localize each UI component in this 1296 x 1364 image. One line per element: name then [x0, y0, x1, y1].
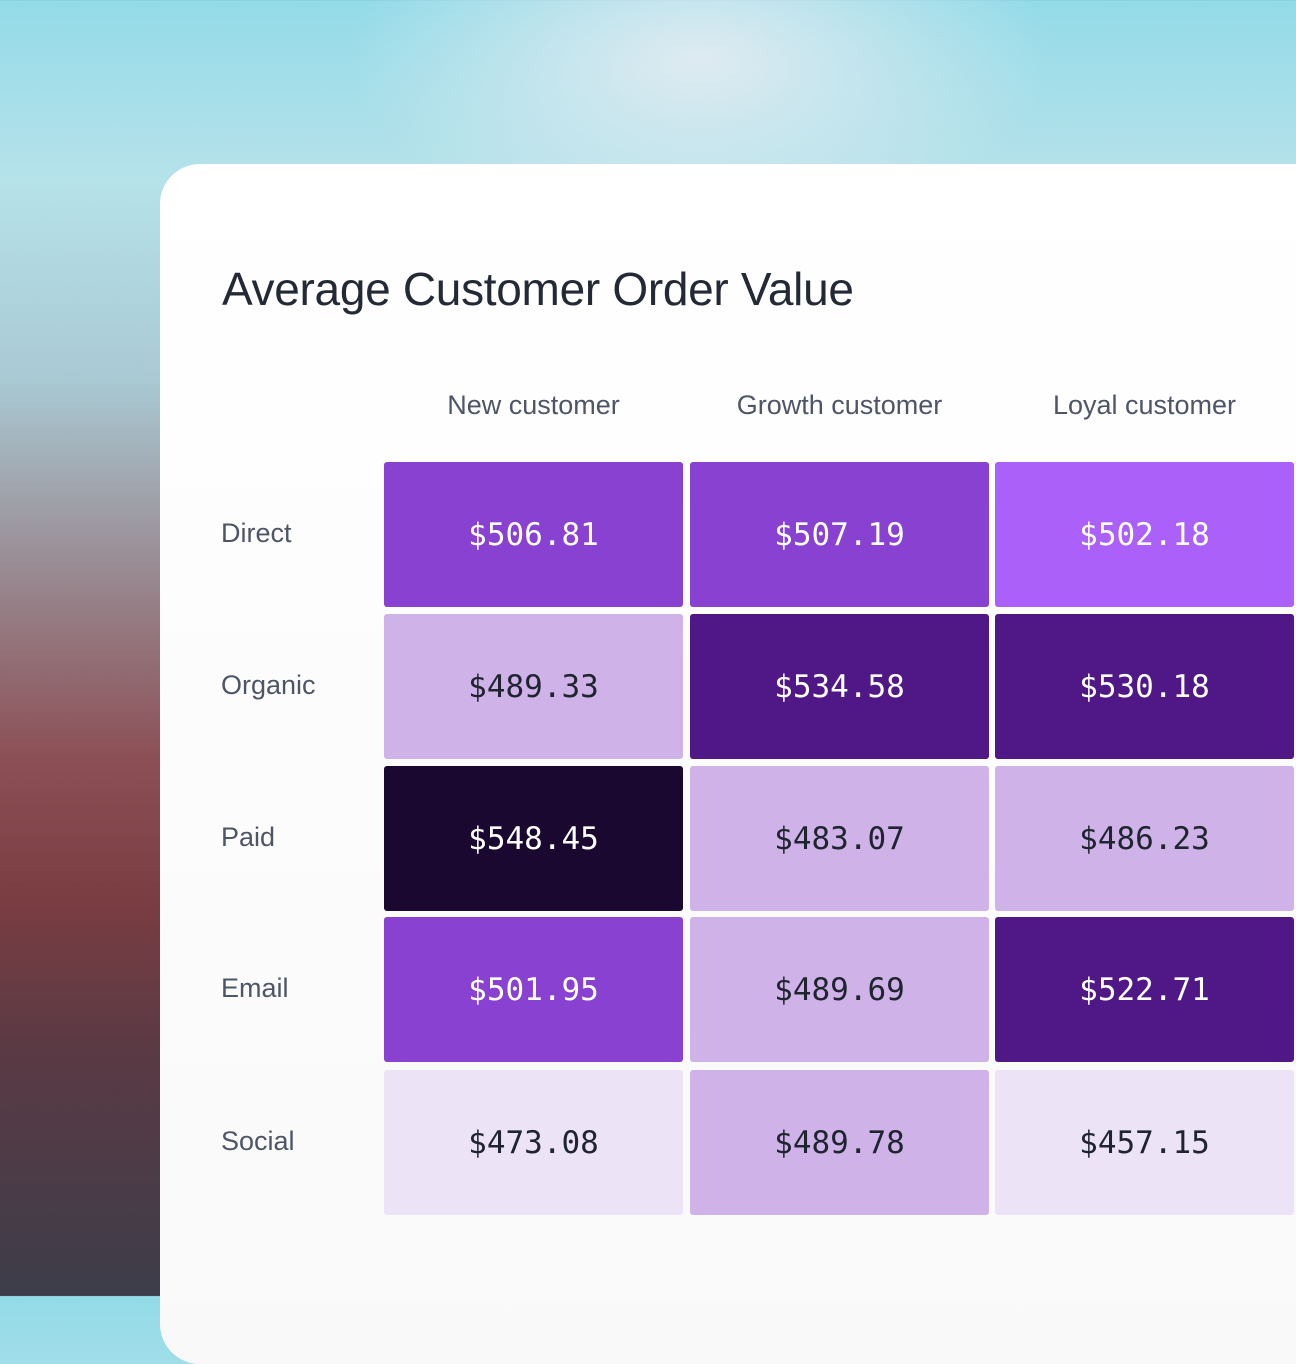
heatmap-cell: $489.69	[690, 917, 989, 1062]
heatmap-cell: $534.58	[690, 614, 989, 759]
heatmap-cell: $486.23	[995, 766, 1294, 911]
chart-title: Average Customer Order Value	[222, 263, 854, 315]
heatmap-cell: $483.07	[690, 766, 989, 911]
row-header: Social	[221, 1126, 295, 1156]
row-header: Email	[221, 973, 289, 1003]
column-header: Growth customer	[736, 390, 943, 420]
column-header: Loyal customer	[1052, 390, 1237, 420]
heatmap-cell: $489.33	[384, 614, 683, 759]
heatmap-cell: $502.18	[995, 462, 1294, 607]
row-header: Direct	[221, 518, 292, 548]
heatmap-cell: $501.95	[384, 917, 683, 1062]
heatmap-cell: $530.18	[995, 614, 1294, 759]
row-header: Organic	[221, 670, 316, 700]
heatmap-cell: $489.78	[690, 1070, 989, 1215]
heatmap-cell: $473.08	[384, 1070, 683, 1215]
heatmap-cell: $457.15	[995, 1070, 1294, 1215]
heatmap-cell: $506.81	[384, 462, 683, 607]
heatmap-cell: $522.71	[995, 917, 1294, 1062]
row-header: Paid	[221, 822, 276, 852]
heatmap-cell: $507.19	[690, 462, 989, 607]
column-header: New customer	[447, 390, 620, 420]
heatmap-cell: $548.45	[384, 766, 683, 911]
